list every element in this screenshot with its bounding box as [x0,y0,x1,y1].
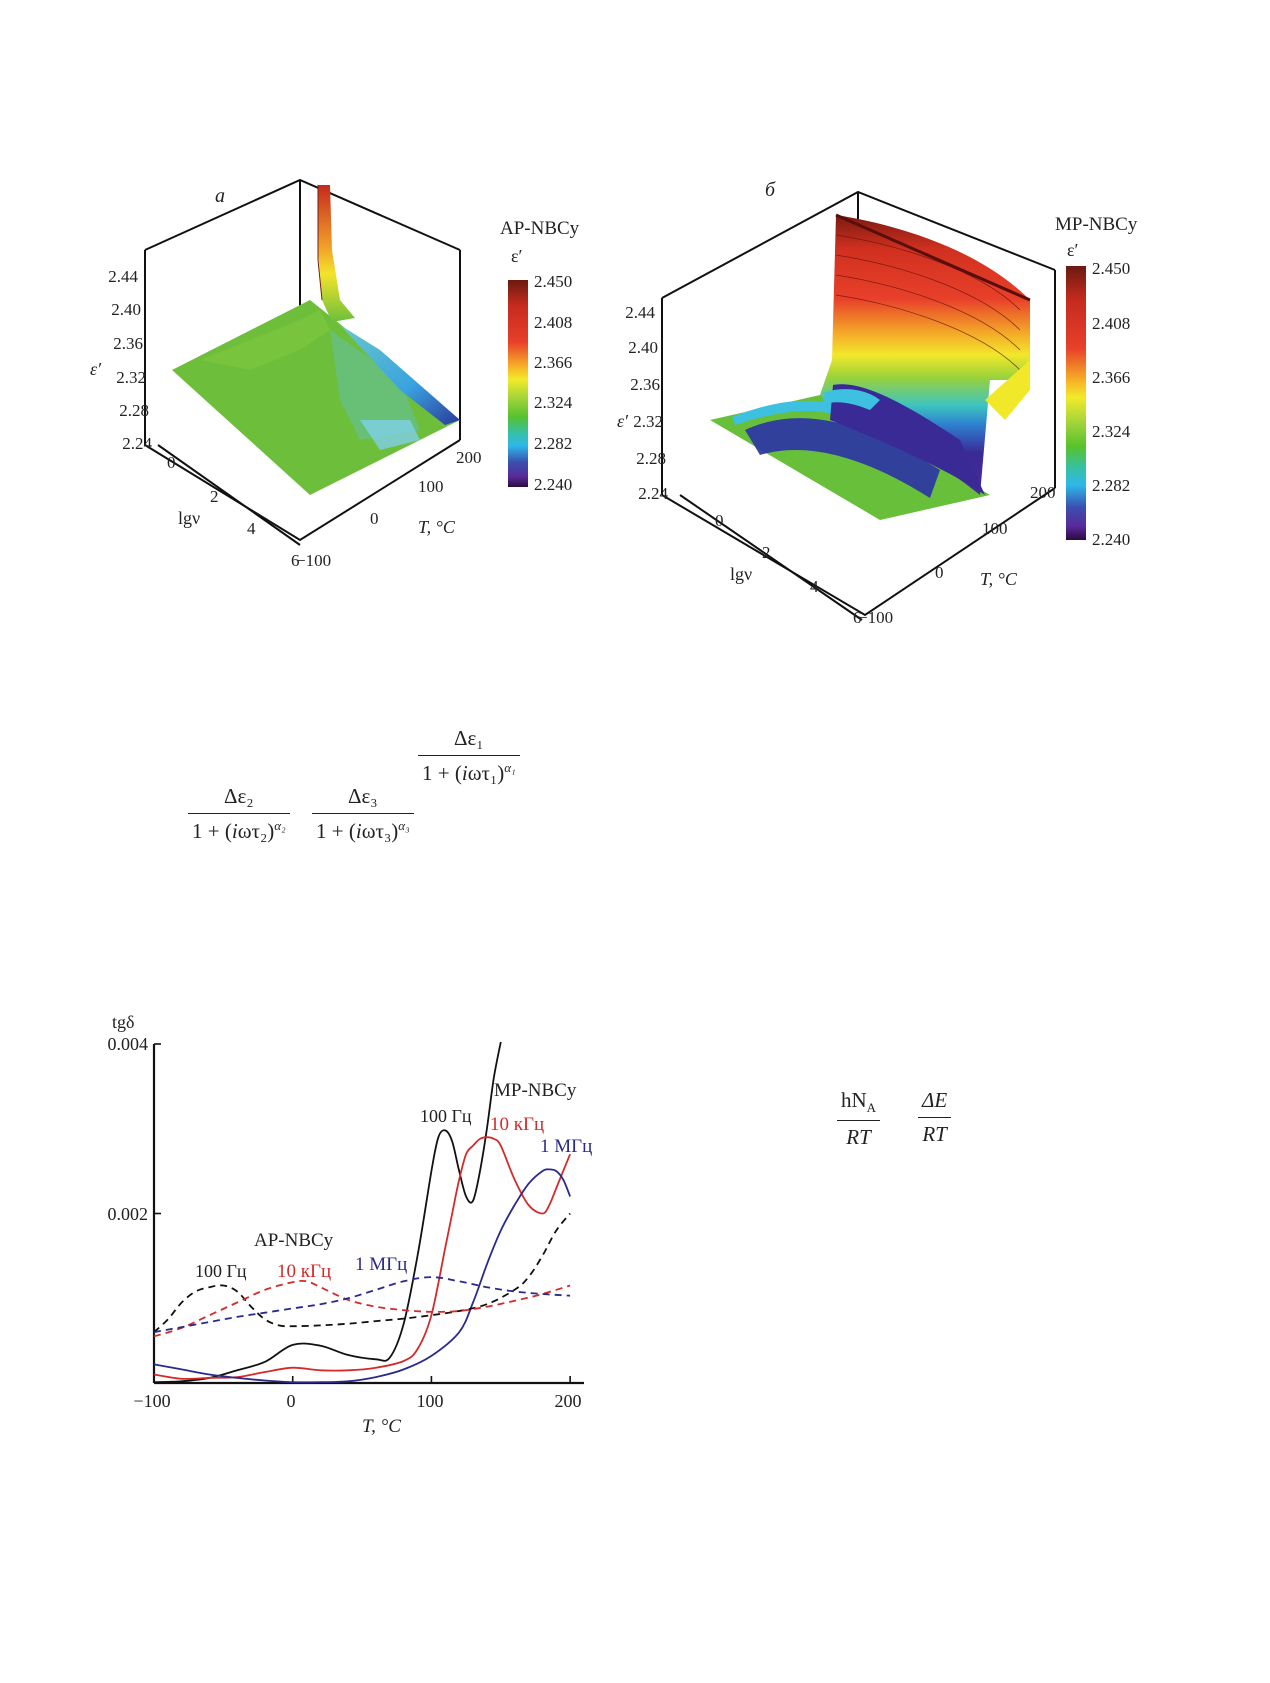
lgv-tick: 2 [210,487,219,506]
figure-b: б 2.44 2.40 2.36 2.32 2.28 2.24 ε′ 0 2 4… [617,179,1138,627]
lgv-tick: 4 [810,577,819,596]
z-tick: 2.28 [636,449,666,468]
lgv-tick: 2 [762,543,771,562]
panel-label-b: б [765,179,776,201]
colorbar-title-b: MP-NBCy [1055,214,1138,235]
annotation-mp-nbcy: MP-NBCy [494,1080,577,1101]
colorbar-a [508,280,528,487]
x-tick-label: −100 [133,1391,170,1411]
fraction-numerator: Δε₁ [418,726,520,756]
series-line-ap-nbcy-10-кГц [153,1279,571,1338]
colorbar-tick: 2.366 [1092,368,1130,387]
series-line-mp-nbcy-10-кГц [153,1136,571,1380]
fraction-denominator: RT [922,1122,947,1146]
fraction-numerator: Δε₂ [188,784,290,814]
colorbar-tick: 2.282 [1092,476,1130,495]
z-tick: 2.24 [122,434,152,453]
z-tick: 2.40 [628,338,658,357]
colorbar-tick: 2.408 [534,313,572,332]
t-axis-label: T, °C [418,517,456,537]
colorbar-tick: 2.324 [534,393,573,412]
colorbar-tick: 2.324 [1092,422,1131,441]
z-tick: 2.32 [633,412,663,431]
lgv-tick: 6 [291,551,300,570]
annotation-ap-nbcy: AP-NBCy [254,1230,334,1251]
figure-a: а 2.44 2.40 2.36 2.32 2.28 2.24 ε′ 0 2 4… [90,178,580,570]
t-tick: 200 [456,448,482,467]
annotation-ap-100hz: 100 Гц [195,1261,247,1281]
z-tick: 2.44 [625,303,655,322]
z-tick: 2.24 [638,484,668,503]
colorbar-title-a: AP-NBCy [500,218,580,239]
t-tick: 200 [1030,483,1056,502]
z-tick: 2.44 [108,267,138,286]
z-axis-label: ε′ [90,359,102,379]
x-tick-label: 200 [555,1391,582,1411]
x-tick-label: 0 [287,1391,296,1411]
t-axis-label: T, °C [980,569,1018,589]
z-tick: 2.40 [111,300,141,319]
colorbar-tick: 2.282 [534,434,572,453]
lgv-tick: 0 [167,453,176,472]
fraction-5: ΔE RT [918,1088,952,1147]
fraction-numerator: Δε₃ [312,784,414,814]
t-tick: 100 [982,519,1008,538]
x-tick-label: 100 [417,1391,444,1411]
fraction-denominator: 1 + (iωτ₃)α₃ [316,818,410,843]
colorbar-tick: 2.408 [1092,314,1130,333]
z-tick: 2.32 [116,368,146,387]
fraction-2: Δε₂ 1 + (iωτ₂)α₂ [188,784,290,844]
colorbar-symbol-b: ε′ [1067,240,1079,260]
z-axis-label: ε′ [617,411,629,431]
fraction-denominator: RT [846,1125,871,1150]
t-tick: 0 [935,563,944,582]
colorbar-tick: 2.450 [1092,259,1130,278]
z-tick: 2.36 [630,375,660,394]
lgv-tick: 6 [853,608,862,627]
fraction-numerator: hNA [837,1088,881,1122]
z-tick: 2.28 [119,401,149,420]
fraction-denominator: 1 + (iωτ₂)α₂ [192,818,286,843]
y-tick-label: 0.004 [108,1034,149,1054]
t-tick: −100 [296,551,331,570]
t-tick: 100 [418,477,444,496]
annotation-mp-1mhz: 1 МГц [540,1136,592,1157]
lgv-axis-label: lgν [178,508,200,528]
lgv-tick: 4 [247,519,256,538]
colorbar-tick: 2.240 [1092,530,1130,549]
fraction-4: hNA RT [837,1088,881,1150]
colorbar-tick: 2.366 [534,353,572,372]
fraction-numerator: ΔE [918,1088,952,1118]
colorbar-symbol-a: ε′ [511,246,523,266]
series-line-ap-nbcy-1-МГц [153,1276,571,1334]
lgv-axis-label: lgν [730,564,752,584]
series-line-mp-nbcy-1-МГц [153,1168,571,1384]
fraction-1: Δε₁ 1 + (iωτ₁)α₁ [418,726,520,786]
t-tick: −100 [858,608,893,627]
colorbar-tick: 2.240 [534,475,572,494]
fraction-3: Δε₃ 1 + (iωτ₃)α₃ [312,784,414,844]
annotation-mp-100hz: 100 Гц [420,1106,472,1126]
panel-label-a: а [215,185,225,207]
series-line-ap-nbcy-100-Гц [153,1212,571,1333]
x-axis-label: T, °C [362,1416,401,1437]
colorbar-b [1066,266,1086,540]
y-axis-label: tgδ [112,1012,134,1032]
colorbar-tick: 2.450 [534,272,572,291]
y-tick-label: 0.002 [108,1204,149,1224]
fraction-denominator: 1 + (iωτ₁)α₁ [422,760,516,785]
lgv-tick: 0 [715,511,724,530]
z-tick: 2.36 [113,334,143,353]
annotation-ap-10khz: 10 кГц [277,1261,331,1282]
annotation-mp-10khz: 10 кГц [490,1114,544,1135]
series-line-mp-nbcy-100-Гц [153,1041,502,1384]
t-tick: 0 [370,509,379,528]
annotation-ap-1mhz: 1 МГц [355,1254,407,1275]
